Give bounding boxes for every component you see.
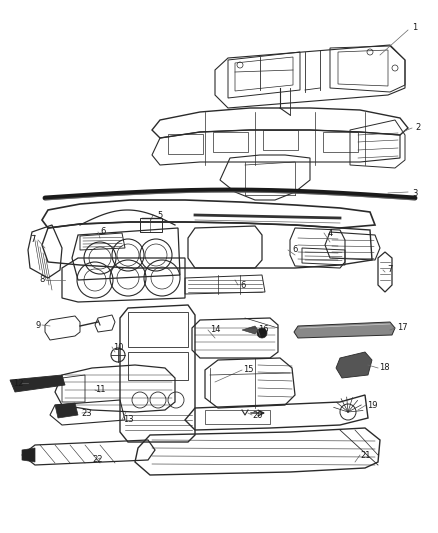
Text: 19: 19 (367, 400, 377, 409)
Text: 5: 5 (157, 211, 162, 220)
Text: 9: 9 (35, 320, 41, 329)
Text: 14: 14 (210, 326, 220, 335)
Bar (205, 410, 270, 424)
Text: 21: 21 (361, 450, 371, 459)
Text: 7: 7 (387, 265, 393, 274)
Bar (323, 132, 358, 152)
Bar (168, 134, 203, 154)
Text: 4: 4 (327, 229, 332, 238)
Polygon shape (242, 326, 258, 334)
Polygon shape (336, 352, 372, 378)
Bar (128, 312, 188, 347)
Text: 15: 15 (243, 366, 253, 375)
Text: 3: 3 (412, 189, 418, 198)
Polygon shape (22, 448, 35, 462)
Polygon shape (294, 322, 395, 338)
Text: 2: 2 (415, 124, 420, 133)
Text: 23: 23 (82, 408, 92, 417)
Text: 20: 20 (253, 410, 263, 419)
Text: 22: 22 (93, 456, 103, 464)
Text: 6: 6 (292, 246, 298, 254)
Text: 8: 8 (39, 276, 45, 285)
Text: 16: 16 (258, 326, 268, 335)
Text: 18: 18 (379, 364, 389, 373)
Polygon shape (55, 403, 78, 418)
Circle shape (257, 328, 267, 338)
Text: 6: 6 (100, 228, 106, 237)
Text: 12: 12 (13, 378, 23, 387)
Text: 17: 17 (397, 324, 407, 333)
Text: 6: 6 (240, 280, 246, 289)
Text: 7: 7 (30, 236, 35, 245)
Text: 10: 10 (113, 343, 123, 351)
Bar (140, 218, 162, 232)
Bar (128, 352, 188, 380)
Text: 1: 1 (412, 23, 417, 33)
Text: 11: 11 (95, 385, 105, 394)
Polygon shape (10, 375, 65, 392)
Text: 13: 13 (123, 416, 133, 424)
Bar (213, 132, 248, 152)
Bar (263, 130, 298, 150)
